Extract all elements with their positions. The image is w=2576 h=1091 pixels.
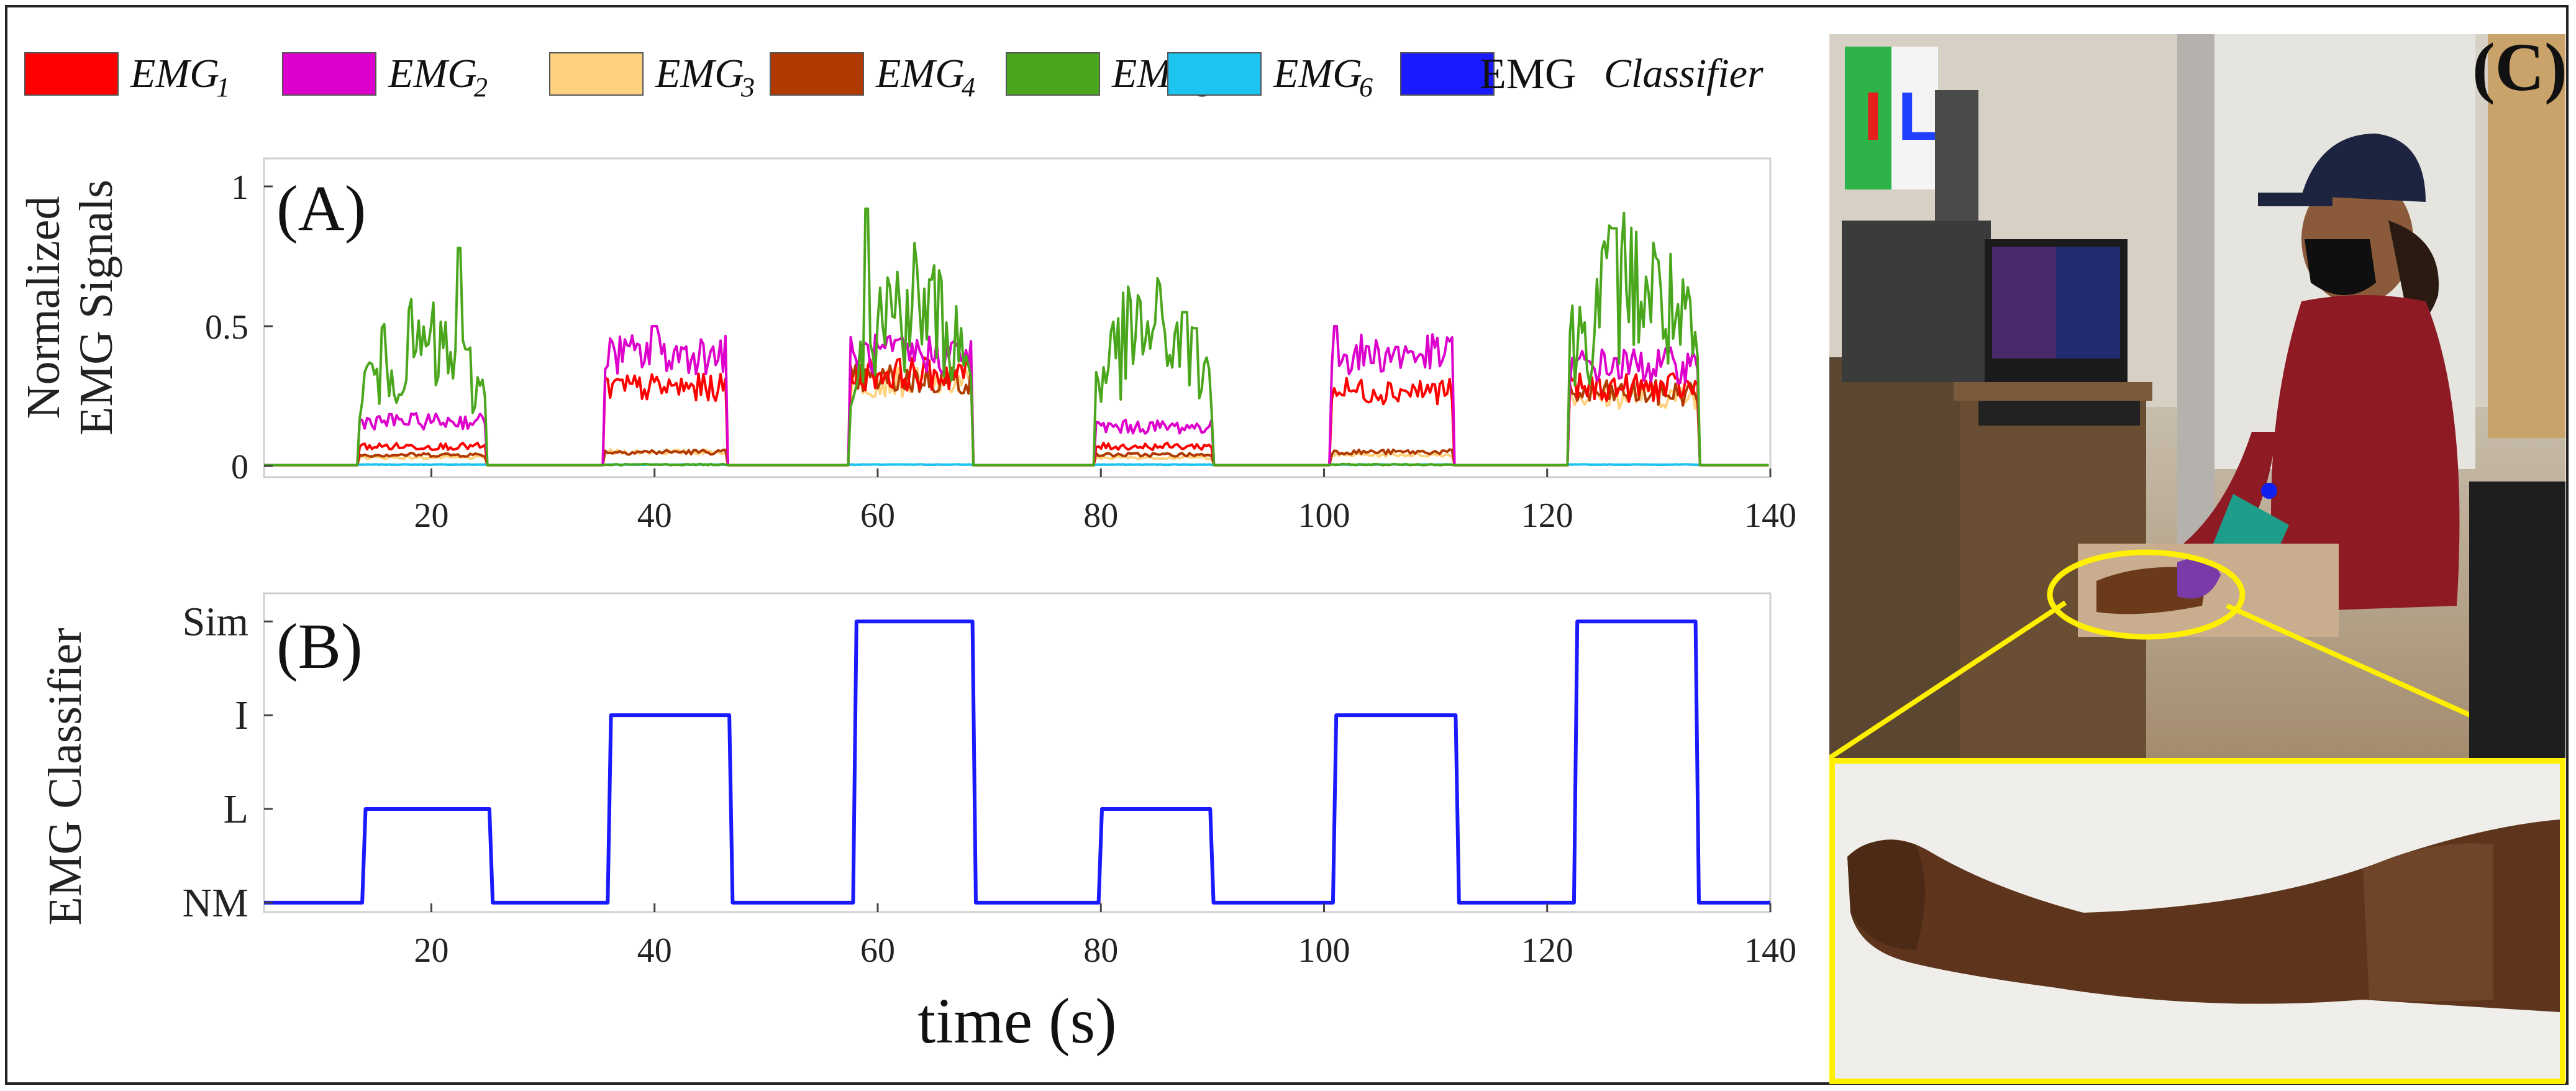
- chart-b-xtick-label: 60: [860, 931, 895, 970]
- charts-area: EMG1EMG2EMG3EMG4EMG5EMG6EMGClassifier 20…: [17, 50, 1796, 1057]
- closeup-sleeve-mesh: [2363, 843, 2493, 1002]
- person-hair: [2388, 221, 2439, 320]
- lab-photo-illustration: I L: [1829, 34, 2565, 758]
- baseball-cap: [2301, 134, 2426, 202]
- forearm-closeup-photo: [1829, 758, 2565, 1084]
- lab-photo: I L: [1829, 34, 2565, 758]
- legend-label-4: EMG: [875, 51, 965, 96]
- legend-label-6: EMG: [1273, 51, 1362, 96]
- chart-b: 20 40 60 80 100 120 140 NM L I Sim (B) EMG Classi…: [39, 592, 1796, 1057]
- callout-ellipse: [2047, 549, 2246, 640]
- legend-label-1: EMG: [130, 51, 219, 96]
- chart-a-xtick-label: 140: [1744, 496, 1796, 535]
- desk-top: [1954, 382, 2152, 401]
- chart-b-xticks: 20 40 60 80 100 120 140: [414, 903, 1796, 970]
- legend-swatch-6: [1167, 52, 1262, 96]
- chart-a-series-emg1: [264, 356, 1769, 467]
- chart-a-xtick-label: 60: [860, 496, 895, 535]
- chart-b-xtick-label: 140: [1744, 931, 1796, 970]
- panel-c-label: (C): [2472, 29, 2567, 105]
- chart-b-xtick-label: 20: [414, 931, 448, 970]
- chart-a-series-emg3: [264, 365, 1769, 467]
- chart-b-yticks: NM L I Sim: [183, 599, 273, 926]
- legend-swatch-2: [282, 52, 376, 96]
- legend-swatch-3: [549, 52, 644, 96]
- closeup-illustration: [1835, 764, 2560, 1079]
- chart-a-xtick-label: 80: [1083, 496, 1118, 535]
- chart-b-panel-label: (B): [276, 611, 363, 682]
- sign-board-white: [1891, 47, 1938, 189]
- person-torso: [2271, 295, 2460, 612]
- legend-swatch-4: [770, 52, 864, 96]
- legend-swatch-5: [1006, 52, 1100, 96]
- chart-b-ytick-label: I: [235, 693, 248, 738]
- cap-brim: [2258, 193, 2333, 206]
- doorway-right: [2488, 34, 2565, 438]
- legend-label-classifier-prefix: EMG: [1480, 50, 1577, 98]
- chart-b-xlabel: time (s): [917, 985, 1117, 1057]
- legend-subscript-3: 3: [740, 72, 755, 103]
- chart-a-xticks: 20 40 60 80 100 120 140: [414, 468, 1796, 535]
- chart-b-axes-box: [263, 592, 1772, 913]
- legend-label-2: EMG: [388, 51, 477, 96]
- legend: EMG1EMG2EMG3EMG4EMG5EMG6EMGClassifier: [24, 50, 1764, 103]
- chart-b-series: [264, 619, 1770, 905]
- callout-line-left: [1829, 600, 2067, 758]
- chart-a-series-emg2: [264, 325, 1769, 467]
- legend-swatch-1: [24, 52, 119, 96]
- chart-a-xtick-label: 20: [414, 496, 448, 535]
- chart-a-panel-label: (A): [276, 173, 366, 244]
- chart-a-ytick-label: 0.5: [205, 308, 248, 347]
- chart-b-xtick-label: 120: [1521, 931, 1573, 970]
- keyboard: [1978, 401, 2140, 426]
- chart-a-axes-box: [263, 157, 1772, 478]
- chart-a-series-emg5: [264, 208, 1769, 467]
- purple-device: [2177, 558, 2221, 599]
- chart-a-xtick-label: 40: [637, 496, 672, 535]
- chair: [2469, 482, 2565, 758]
- chart-a-ytick-label: 0: [231, 448, 248, 486]
- closeup-fingers: [1847, 840, 1925, 950]
- door-frame: [2177, 34, 2214, 544]
- chart-b-ytick-label: L: [224, 787, 248, 832]
- chart-a: 20 40 60 80 100 120 140 00.51 (A) Normalized E…: [17, 157, 1796, 535]
- chart-b-ylabel: EMG Classifier: [39, 628, 91, 925]
- panel-c: I L: [1829, 29, 2567, 1084]
- legend-label-classifier-word: Classifier: [1604, 51, 1764, 96]
- legend-subscript-4: 4: [962, 72, 975, 103]
- legend-subscript-1: 1: [216, 72, 230, 103]
- face-mask: [2305, 239, 2376, 295]
- chart-b-xtick-label: 80: [1083, 931, 1118, 970]
- legend-subscript-2: 2: [474, 72, 488, 103]
- equipment: [1842, 221, 1991, 382]
- legend-subscript-6: 6: [1359, 72, 1373, 103]
- sign-letter-i: I: [1864, 78, 1883, 155]
- chart-b-series-classifier: [264, 619, 1770, 905]
- chart-a-xtick-label: 120: [1521, 496, 1573, 535]
- chart-b-xtick-label: 40: [637, 931, 672, 970]
- chart-b-xtick-label: 100: [1298, 931, 1350, 970]
- chart-a-xtick-label: 100: [1298, 496, 1350, 535]
- legend-swatch-classifier: [1400, 52, 1495, 96]
- chart-a-yticks: 00.51: [205, 168, 273, 486]
- legend-label-3: EMG: [655, 51, 744, 96]
- marker-blue: [2261, 483, 2277, 499]
- chart-b-ytick-label: NM: [183, 880, 248, 926]
- monitor-screen-right: [2056, 247, 2120, 358]
- figure-frame: [5, 5, 2569, 1085]
- chart-a-ylabel-line1: Normalized: [17, 196, 70, 419]
- chart-a-series: [264, 208, 1769, 467]
- sign-letter-l: L: [1898, 78, 1939, 155]
- chart-b-ytick-label: Sim: [183, 599, 248, 644]
- chart-a-ytick-label: 1: [231, 168, 248, 207]
- chart-a-series-emg4: [264, 363, 1769, 467]
- chart-a-ylabel-line2: EMG Signals: [70, 180, 122, 436]
